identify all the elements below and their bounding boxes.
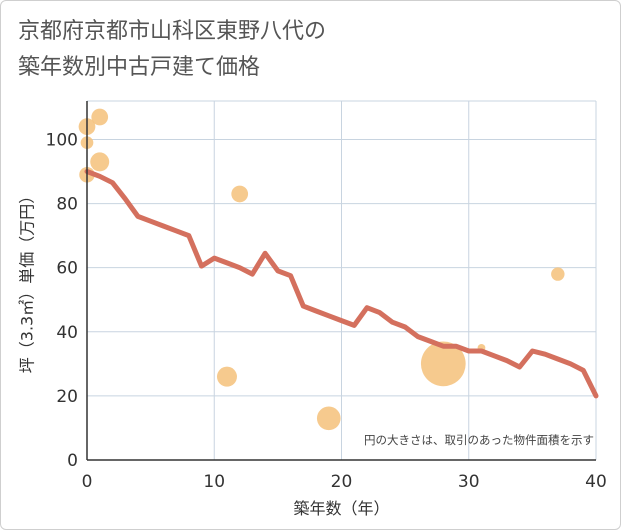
bubble-8	[420, 341, 466, 387]
y-tick-label-80: 80	[56, 195, 78, 215]
y-tick-label-40: 40	[56, 323, 78, 343]
x-axis-label: 築年数（年）	[293, 499, 389, 518]
x-tick-label-20: 20	[331, 472, 353, 492]
x-tick-label-0: 0	[82, 472, 93, 492]
y-axis-label: 坪（3.3㎡）単価（万円）	[18, 188, 37, 373]
bubble-4	[90, 152, 110, 172]
bubble-3	[91, 108, 109, 126]
y-tick-label-0: 0	[67, 451, 78, 471]
y-tick-label-60: 60	[56, 259, 78, 279]
bubble-6	[231, 185, 249, 203]
x-tick-label-10: 10	[203, 472, 225, 492]
price-trend-line	[84, 169, 599, 399]
bubble-5	[216, 366, 237, 387]
chart-title-line1: 京都府京都市山科区東野八代の	[18, 19, 327, 44]
grid-lines	[87, 100, 597, 460]
x-tick-label-40: 40	[585, 472, 607, 492]
y-tick-labels: 0 20 40 60 80 100	[46, 130, 78, 471]
chart-title: 京都府京都市山科区東野八代の 築年数別中古戸建て価格	[18, 14, 326, 86]
chart-title-line2: 築年数別中古戸建て価格	[18, 55, 261, 80]
axes	[86, 101, 596, 461]
bubble-layer	[78, 108, 565, 431]
x-tick-labels: 0 10 20 30 40	[82, 472, 607, 492]
bubble-size-note: 円の大きさは、取引のあった物件面積を示す	[364, 433, 594, 447]
x-tick-label-30: 30	[458, 472, 480, 492]
bubble-7	[316, 406, 341, 431]
y-tick-label-20: 20	[56, 387, 78, 407]
bubble-10	[551, 267, 565, 281]
y-tick-label-100: 100	[46, 130, 78, 150]
